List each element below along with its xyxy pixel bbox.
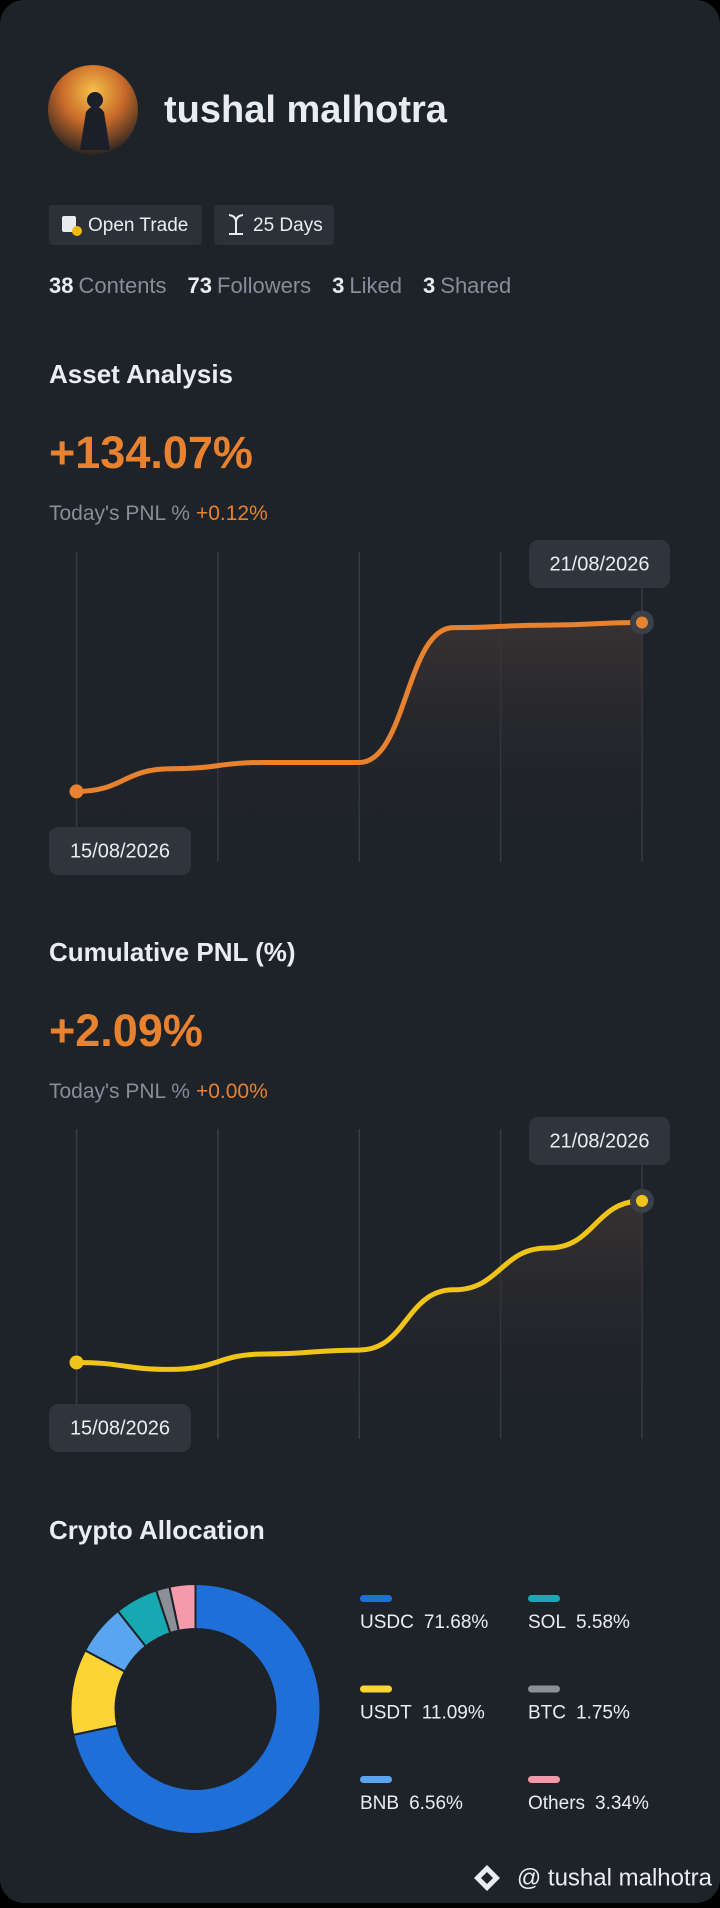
date-label: 21/08/2026 [549,1130,649,1152]
stat-label: Liked [349,273,402,298]
legend-name: USDT [360,1703,412,1724]
legend-swatch [360,1776,392,1783]
legend-text: BTC 1.75% [528,1703,630,1724]
start-point [69,784,84,799]
legend-value: 71.68% [424,1612,489,1633]
donut-slice [72,1582,322,1835]
stat-label: Shared [440,273,511,298]
pnl-value: +0.12% [196,502,268,525]
stat-value: 73 [188,273,212,298]
stat-label: Followers [217,273,311,298]
stat: 3 Shared [423,273,511,298]
legend-text: USDC 71.68% [360,1612,488,1633]
badge-icon [62,216,76,232]
legend-text: SOL 5.58% [528,1612,630,1633]
footer-text: @ tushal malhotra [517,1864,713,1891]
headline-value: +2.09% [49,1005,203,1056]
legend-value: 3.34% [595,1793,649,1814]
legend-swatch [528,1776,560,1783]
legend-value: 5.58% [576,1612,630,1633]
section-title: Asset Analysis [49,359,233,389]
badge-text: Open Trade [88,215,188,236]
avatar-head [87,92,103,108]
cumulative-pnl: Cumulative PNL (%) +2.09% Today's PNL % +0.… [49,937,670,1452]
legend-name: BTC [528,1703,566,1724]
badge-text: 25 Days [253,215,323,236]
legend-swatch [528,1685,560,1693]
pnl-label: Today's PNL % [49,1080,190,1103]
date-tooltip [529,540,670,588]
footer-logo [474,1865,500,1891]
section-title: Crypto Allocation [49,1515,265,1545]
legend-value: 6.56% [409,1793,463,1814]
legend-swatch [528,1595,560,1602]
legend-text: Others 3.34% [528,1793,649,1814]
crypto-allocation: Crypto Allocation USDC 71.68% USDT 11.09% BNB… [49,1515,649,1835]
date-label: 15/08/2026 [70,1417,170,1439]
badge-icon [72,226,82,236]
line [74,1198,645,1372]
badge [49,205,202,245]
legend-name: Others [528,1793,585,1814]
pnl-line: Today's PNL % +0.12% [49,502,268,525]
date-label: 15/08/2026 [70,840,170,862]
asset-analysis: Asset Analysis +134.07% Today's PNL % +0.12… [49,359,670,875]
avatar-figure [80,106,110,150]
date-label: 21/08/2026 [549,553,649,575]
pnl-value: +0.00% [196,1080,268,1103]
legend-value: 1.75% [576,1703,630,1724]
date-tooltip [529,1117,670,1165]
legend-swatch [360,1685,392,1693]
legend-text: USDT 11.09% [360,1703,485,1724]
profile-name: tushal malhotra [164,89,448,131]
stat: 73 Followers [188,273,312,298]
stat: 3 Liked [332,273,402,298]
stat: 38 Contents [49,273,167,298]
pnl-line: Today's PNL % +0.00% [49,1080,268,1103]
area [76,622,642,862]
stat-value: 3 [423,273,435,298]
area [76,1200,642,1439]
headline-value: +134.07% [49,427,253,478]
badge-icon [228,214,244,235]
line [74,619,645,794]
end-point [636,616,648,629]
pnl-label: Today's PNL % [49,502,190,525]
start-point [69,1355,84,1370]
section-title: Cumulative PNL (%) [49,937,296,967]
legend-value: 11.09% [422,1703,485,1724]
legend-name: SOL [528,1612,566,1633]
legend-name: BNB [360,1793,399,1814]
legend-name: USDC [360,1612,414,1633]
donut-slice [168,1582,197,1632]
legend-text: BNB 6.56% [360,1793,463,1814]
badge [214,205,334,245]
date-tooltip [49,827,191,875]
legend-swatch [360,1595,392,1602]
stat-label: Contents [78,273,166,298]
stat-value: 38 [49,273,73,298]
end-point [636,1194,648,1207]
stat-value: 3 [332,273,344,298]
date-tooltip [49,1404,191,1452]
